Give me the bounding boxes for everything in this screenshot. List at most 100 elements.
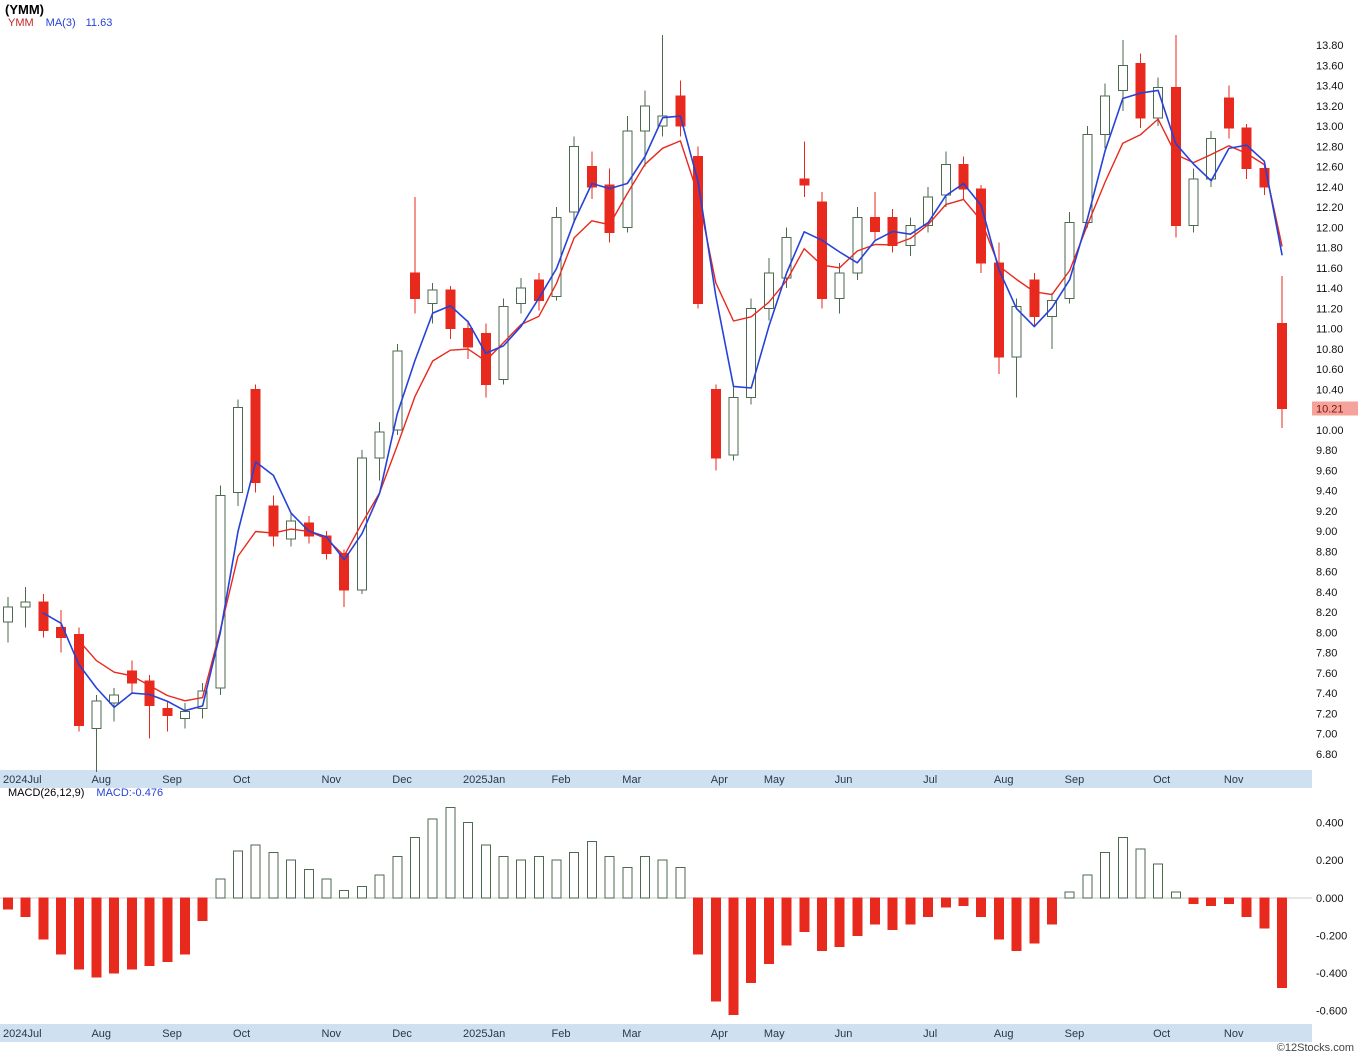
macd-bar-positive: [427, 818, 438, 899]
svg-text:Mar: Mar: [622, 1028, 641, 1040]
macd-bar-negative: [746, 897, 757, 983]
chart-title: (YMM): [5, 2, 44, 17]
candle-down: [126, 670, 137, 684]
candle-down: [339, 552, 350, 591]
macd-bar-negative: [799, 897, 810, 933]
macd-bar-negative: [710, 897, 721, 1002]
candle-down: [1029, 279, 1040, 318]
svg-text:12.40: 12.40: [1316, 182, 1344, 194]
macd-bar-positive: [586, 840, 597, 899]
macd-bar-negative: [162, 897, 173, 963]
macd-bar-negative: [728, 897, 739, 1015]
macd-bar-positive: [1064, 891, 1075, 899]
macd-bar-negative: [20, 897, 31, 918]
candle-up: [1064, 221, 1075, 299]
macd-bar-negative: [144, 897, 155, 966]
macd-bar-negative: [91, 897, 102, 978]
macd-bar-positive: [250, 844, 261, 899]
candle-up: [1100, 95, 1111, 135]
candle-down: [409, 272, 420, 299]
macd-bar-negative: [816, 897, 827, 951]
svg-text:Jul: Jul: [923, 1028, 937, 1040]
macd-bar-negative: [197, 897, 208, 921]
svg-text:8.00: 8.00: [1316, 627, 1337, 639]
svg-text:11.40: 11.40: [1316, 283, 1343, 295]
macd-bar-positive: [569, 852, 580, 899]
macd-bar-positive: [356, 885, 367, 899]
candle-down: [693, 156, 704, 304]
candle-down: [480, 333, 491, 385]
macd-bar-negative: [763, 897, 774, 965]
macd-bar-negative: [3, 897, 13, 910]
candle-down: [250, 388, 261, 484]
svg-text:Jun: Jun: [835, 1028, 853, 1040]
svg-text:0.000: 0.000: [1316, 893, 1344, 905]
svg-text:Feb: Feb: [552, 1028, 571, 1040]
svg-text:-0.600: -0.600: [1316, 1006, 1347, 1018]
svg-text:9.40: 9.40: [1316, 486, 1337, 498]
macd-bar-negative: [781, 897, 792, 946]
candle-up: [3, 606, 13, 623]
candle-up: [657, 115, 668, 127]
macd-bar-negative: [56, 897, 67, 955]
macd-bar-negative: [1223, 897, 1234, 904]
watermark: ©12Stocks.com: [1276, 1042, 1354, 1054]
candle-up: [781, 237, 792, 279]
svg-text:-0.200: -0.200: [1316, 930, 1347, 942]
svg-text:Apr: Apr: [711, 1028, 728, 1040]
svg-text:8.60: 8.60: [1316, 567, 1337, 579]
svg-text:0.200: 0.200: [1316, 855, 1344, 867]
macd-bar-negative: [834, 897, 845, 948]
candle-up: [1117, 64, 1128, 92]
svg-text:13.20: 13.20: [1316, 101, 1344, 113]
macd-bar-negative: [38, 897, 49, 940]
macd-bar-negative: [887, 897, 898, 931]
candle-down: [976, 188, 987, 264]
svg-text:Sep: Sep: [162, 1028, 182, 1040]
svg-text:10.80: 10.80: [1316, 344, 1344, 356]
candle-up: [940, 164, 951, 196]
svg-text:Aug: Aug: [91, 774, 111, 786]
macd-bar-positive: [533, 855, 544, 899]
candle-up: [1188, 178, 1199, 226]
candle-down: [268, 505, 279, 537]
last-price-marker: 10.21: [1312, 401, 1358, 416]
candle-up: [746, 307, 757, 398]
macd-bar-positive: [640, 855, 650, 899]
macd-axis: 0.400 0.200 0.000 -0.200 -0.400 -0.600: [1316, 818, 1347, 1018]
svg-text:Jul: Jul: [923, 774, 937, 786]
svg-text:7.00: 7.00: [1316, 729, 1337, 741]
svg-text:Aug: Aug: [91, 1028, 111, 1040]
macd-bar-negative: [1277, 897, 1287, 988]
svg-text:9.00: 9.00: [1316, 526, 1337, 538]
svg-text:11.60: 11.60: [1316, 263, 1343, 275]
svg-text:8.20: 8.20: [1316, 607, 1337, 619]
svg-text:7.40: 7.40: [1316, 688, 1337, 700]
macd-bar-positive: [268, 852, 279, 899]
candle-up: [852, 216, 863, 274]
macd-bar-positive: [463, 822, 474, 899]
svg-text:13.00: 13.00: [1316, 121, 1344, 133]
svg-text:2024Jul: 2024Jul: [3, 774, 42, 786]
svg-text:2025Jan: 2025Jan: [463, 774, 505, 786]
ma-value: 11.63: [85, 17, 113, 29]
candle-down: [604, 184, 615, 233]
svg-text:0.400: 0.400: [1316, 818, 1344, 830]
svg-text:7.80: 7.80: [1316, 648, 1337, 660]
candle-down: [958, 164, 969, 190]
macd-params-label: MACD(26,12,9): [8, 787, 85, 799]
candles-layer: [3, 35, 1287, 773]
svg-text:9.20: 9.20: [1316, 506, 1337, 518]
candle-up: [640, 105, 650, 132]
candle-down: [144, 680, 155, 706]
candle-down: [1223, 97, 1234, 129]
svg-text:Dec: Dec: [392, 774, 412, 786]
candle-down: [463, 328, 474, 348]
svg-text:Nov: Nov: [1224, 774, 1244, 786]
macd-bar-positive: [675, 867, 686, 899]
candle-down: [303, 522, 314, 537]
macd-bar-negative: [109, 897, 120, 974]
macd-bar-positive: [321, 878, 332, 899]
